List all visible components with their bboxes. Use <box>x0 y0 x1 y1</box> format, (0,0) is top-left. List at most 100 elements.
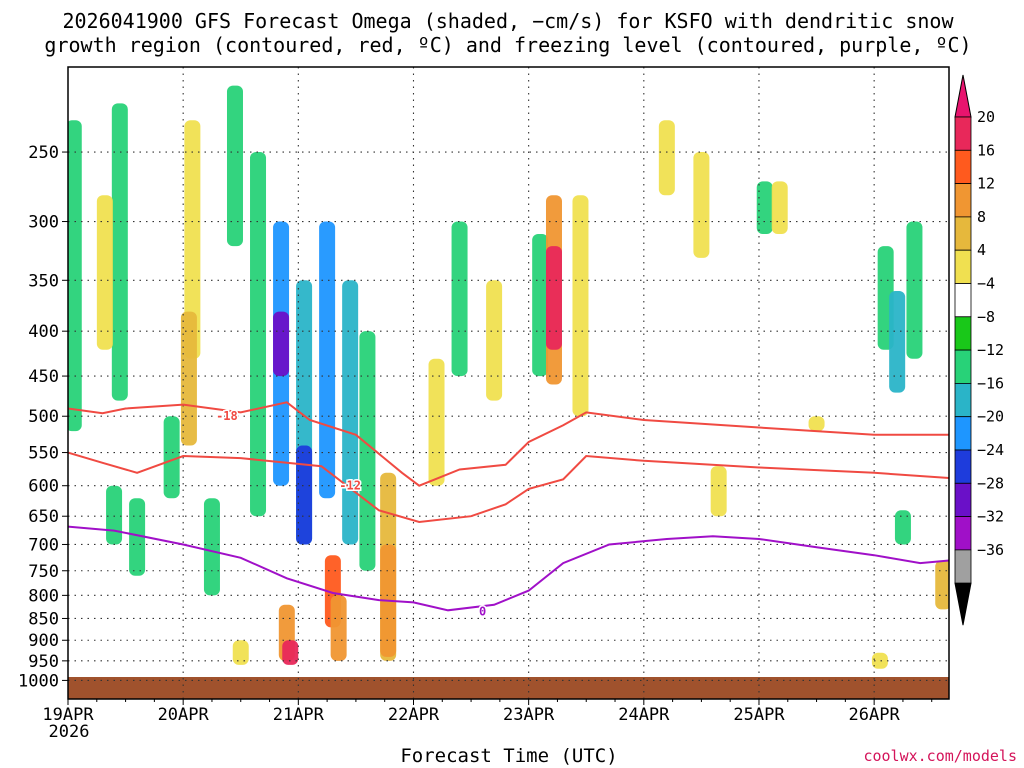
omega-cell-43 <box>129 498 146 576</box>
colorbar-label-4: 4 <box>977 241 986 259</box>
omega-cell-24 <box>451 221 468 377</box>
colorbar-swatch-12 <box>954 516 972 551</box>
xtick-label-26APR: 26APR <box>849 705 901 725</box>
omega-cell-7 <box>203 498 220 596</box>
colorbar-swatch-8 <box>954 382 972 418</box>
ytick-label-400: 400 <box>28 322 59 342</box>
colorbar-label-9: −20 <box>977 408 1004 426</box>
omega-cell-3 <box>184 120 201 359</box>
colorbar-swatch-10 <box>954 449 972 484</box>
chart-title-line-1: 2026041900 GFS Forecast Omega (shaded, −… <box>62 9 954 33</box>
omega-cell-26 <box>532 234 549 377</box>
omega-cell-15 <box>296 445 313 545</box>
ytick-label-600: 600 <box>28 477 59 497</box>
omega-cell-8 <box>250 152 267 517</box>
xtick-label-25APR: 25APR <box>733 705 785 725</box>
ytick-label-850: 850 <box>28 609 59 629</box>
omega-cell-2 <box>96 195 113 350</box>
plot-frame <box>67 66 950 700</box>
colorbar-label-6: −8 <box>977 308 995 326</box>
omega-cell-4 <box>180 311 197 446</box>
omega-cell-6 <box>163 416 180 499</box>
omega-cell-17 <box>282 640 299 665</box>
colorbar-swatch-3 <box>954 216 972 251</box>
omega-cell-0 <box>68 120 82 432</box>
contour-line--18 <box>68 401 949 487</box>
colorbar-label-11: −28 <box>977 474 1004 492</box>
omega-cell-38 <box>935 560 949 610</box>
ytick-label-700: 700 <box>28 535 59 555</box>
ytick-label-800: 800 <box>28 586 59 606</box>
contour-label--18: -18 <box>216 409 238 423</box>
colorbar-swatch-13 <box>954 549 972 584</box>
colorbar-label-0: 20 <box>977 108 995 126</box>
terrain-band <box>68 677 949 699</box>
colorbar-swatch-7 <box>954 349 972 384</box>
ytick-label-750: 750 <box>28 562 59 582</box>
omega-cell-23 <box>428 358 445 486</box>
xtick-label-23APR: 23APR <box>503 705 555 725</box>
colorbar-swatch-1 <box>954 149 972 185</box>
ytick-label-450: 450 <box>28 367 59 387</box>
ytick-label-350: 350 <box>28 271 59 291</box>
colorbar-top-arrow <box>954 74 972 118</box>
ytick-label-550: 550 <box>28 444 59 464</box>
omega-cell-1 <box>111 103 128 401</box>
omega-cell-37 <box>894 510 911 545</box>
colorbar-bottom-arrow <box>954 582 972 626</box>
x-axis-label: Forecast Time (UTC) <box>400 745 617 767</box>
omega-cell-10 <box>273 311 290 377</box>
colorbar-label-13: −36 <box>977 541 1004 559</box>
contour-line-0 <box>68 525 949 612</box>
omega-cell-14 <box>359 331 376 571</box>
credit-text: coolwx.com/models <box>863 747 1017 765</box>
xtick-label-21APR: 21APR <box>273 705 325 725</box>
ytick-label-650: 650 <box>28 507 59 527</box>
colorbar-swatch-2 <box>954 183 972 218</box>
omega-cell-36 <box>906 221 923 359</box>
omega-cell-29 <box>572 195 589 417</box>
chart-title-line-2: growth region (contoured, red, ºC) and f… <box>44 33 971 57</box>
ytick-label-500: 500 <box>28 407 59 427</box>
omega-cell-25 <box>486 280 503 401</box>
omega-cell-28 <box>545 246 562 350</box>
omega-cell-35 <box>889 291 906 393</box>
colorbar-label-8: −16 <box>977 374 1004 392</box>
ytick-label-300: 300 <box>28 213 59 233</box>
omega-cell-5 <box>226 85 243 247</box>
contour-line--12 <box>68 451 949 524</box>
omega-cell-13 <box>342 280 359 545</box>
colorbar-label-3: 8 <box>977 208 986 226</box>
contour-label--12: -12 <box>339 479 361 493</box>
colorbar-swatch-11 <box>954 482 972 517</box>
omega-cell-33 <box>771 181 788 235</box>
colorbar-label-10: −24 <box>977 441 1004 459</box>
ytick-label-950: 950 <box>28 652 59 672</box>
ytick-label-900: 900 <box>28 631 59 651</box>
contour-label-0: 0 <box>479 605 486 619</box>
ytick-label-1000: 1000 <box>18 671 59 691</box>
x-subtick-year: 2026 <box>49 722 90 742</box>
omega-cell-19 <box>330 595 347 661</box>
omega-cell-40 <box>710 466 727 517</box>
colorbar: 20 16 12 8 4 −4 −8 −12 −16 −20 −24 −28 −32 −36 <box>954 74 1004 626</box>
colorbar-label-1: 16 <box>977 141 995 159</box>
omega-cell-42 <box>106 485 123 545</box>
omega-cell-22 <box>232 640 249 665</box>
omega-cell-39 <box>871 652 888 669</box>
colorbar-swatch-5 <box>954 283 972 318</box>
colorbar-swatch-0 <box>954 116 972 151</box>
ytick-label-250: 250 <box>28 143 59 163</box>
omega-cell-31 <box>693 152 710 258</box>
colorbar-label-12: −32 <box>977 508 1004 526</box>
xtick-label-19APR: 19APR <box>42 705 94 725</box>
xtick-label-20APR: 20APR <box>158 705 210 725</box>
colorbar-label-7: −12 <box>977 341 1004 359</box>
colorbar-swatch-4 <box>954 249 972 284</box>
colorbar-label-5: −4 <box>977 275 995 293</box>
omega-cell-30 <box>658 120 675 196</box>
colorbar-swatch-9 <box>954 416 972 451</box>
xtick-label-24APR: 24APR <box>618 705 670 725</box>
omega-cell-32 <box>756 181 773 235</box>
